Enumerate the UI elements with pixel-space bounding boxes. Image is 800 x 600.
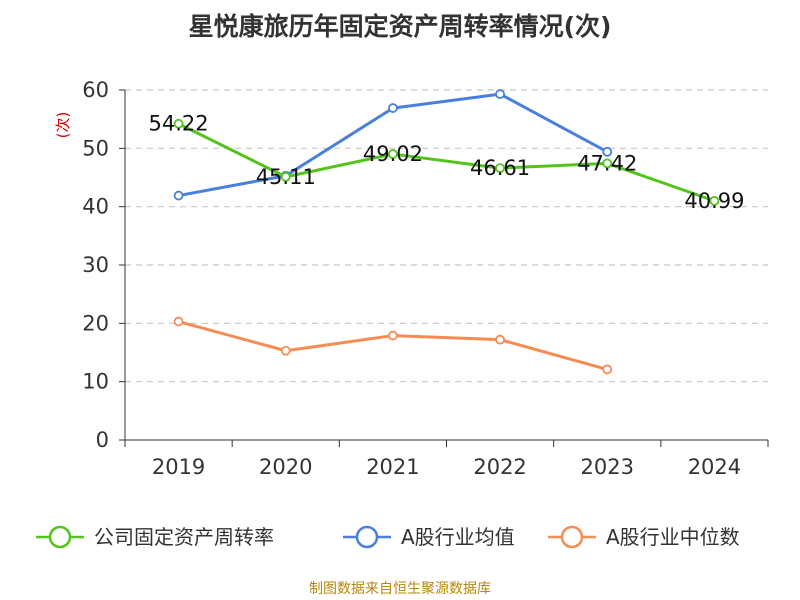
- data-label: 40.99: [684, 189, 744, 213]
- y-tick-label: 10: [82, 370, 109, 394]
- data-point: [388, 330, 398, 341]
- data-label: 54.22: [149, 112, 209, 136]
- legend-swatch-marker: [560, 525, 584, 549]
- legend-swatch-marker: [355, 525, 379, 549]
- data-label: 47.42: [577, 151, 637, 175]
- data-point: [388, 149, 398, 159]
- legend-item[interactable]: 公司固定资产周转率: [36, 525, 274, 549]
- y-tick-label: 50: [82, 136, 109, 160]
- legend-label: A股行业中位数: [606, 525, 740, 549]
- y-tick-label: 0: [96, 428, 109, 452]
- data-point: [709, 195, 720, 206]
- data-point: [173, 190, 184, 201]
- y-tick-label: 30: [82, 253, 109, 277]
- series: [173, 89, 720, 375]
- legend-item[interactable]: A股行业均值: [343, 525, 515, 549]
- data-label: 46.61: [470, 156, 530, 180]
- series-line: [178, 320, 608, 371]
- data-point: [495, 163, 505, 174]
- y-tick-label: 20: [82, 311, 109, 335]
- data-point: [173, 316, 184, 327]
- data-point: [602, 364, 613, 375]
- source-note: 制图数据来自恒生聚源数据库: [309, 581, 491, 597]
- data-point: [280, 171, 291, 182]
- grid: [125, 89, 768, 383]
- data-point: [495, 89, 505, 99]
- series-line: [177, 122, 715, 203]
- x-tick-label: 2021: [366, 455, 419, 479]
- data-point: [173, 118, 184, 129]
- legend-swatch-marker: [48, 525, 72, 549]
- legend[interactable]: 公司固定资产周转率 A股行业均值 A股行业中位数: [36, 525, 740, 549]
- data-point: [388, 103, 398, 113]
- x-tick-label: 2022: [473, 455, 526, 479]
- y-axis-label: (次): [54, 112, 72, 139]
- x-tick-label: 2020: [259, 455, 312, 479]
- data-point: [602, 146, 613, 157]
- data-point: [602, 158, 613, 169]
- chart-title: 星悦康旅历年固定资产周转率情况(次): [189, 12, 612, 41]
- axes: 0 10 20 30 40 50 60 2019 2020 2021 2022 2023 2024: [82, 78, 769, 479]
- data-label: 45.11: [256, 165, 316, 189]
- y-tick-label: 60: [82, 78, 109, 102]
- data-point: [280, 345, 291, 356]
- x-tick-label: 2024: [688, 455, 741, 479]
- data-point: [495, 334, 505, 345]
- legend-label: 公司固定资产周转率: [94, 525, 274, 549]
- x-tick-label: 2019: [152, 455, 205, 479]
- legend-item[interactable]: A股行业中位数: [548, 525, 740, 549]
- legend-label: A股行业均值: [401, 525, 515, 549]
- x-tick-label: 2023: [581, 455, 634, 479]
- data-labels: 54.22 45.11 49.02 46.61 47.42 40.99: [149, 112, 745, 213]
- data-label: 49.02: [363, 142, 423, 166]
- y-tick-label: 40: [82, 195, 109, 219]
